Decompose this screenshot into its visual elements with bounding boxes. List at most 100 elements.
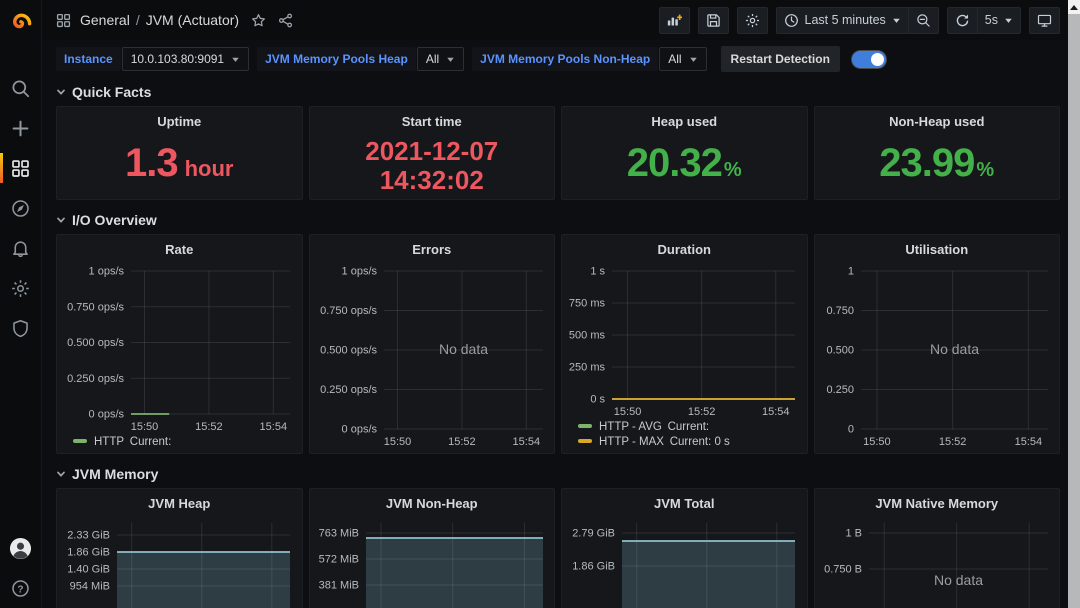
svg-text:15:54: 15:54 — [260, 421, 288, 433]
grafana-logo[interactable] — [0, 0, 42, 46]
svg-text:15:52: 15:52 — [688, 406, 716, 418]
legend-item[interactable]: HTTP Current: — [73, 436, 171, 448]
star-dashboard-button[interactable] — [251, 13, 266, 28]
compass-icon — [11, 199, 30, 218]
chevron-down-icon — [56, 87, 66, 97]
variable-value-nonheap-pools[interactable]: All — [659, 47, 706, 71]
section-io-overview[interactable]: I/O Overview — [56, 206, 1060, 234]
variable-value-instance[interactable]: 10.0.103.80:9091 — [122, 47, 249, 71]
legend-item[interactable]: HTTP - MAX Current: 0 s — [578, 436, 730, 448]
shield-icon — [11, 319, 30, 338]
panel-title[interactable]: Heap used — [562, 107, 807, 133]
share-dashboard-button[interactable] — [278, 13, 293, 28]
panel-jvm-heap: JVM Heap 2.33 GiB1.86 GiB1.40 GiB954 MiB — [56, 488, 303, 608]
io-overview-row: Rate 1 ops/s 0.750 ops/s 0.500 ops/s 0.250 … — [56, 234, 1060, 454]
variable-label-nonheap-pools: JVM Memory Pools Non-Heap — [472, 47, 658, 71]
utilisation-chart: 10.7500.5000.250015:5015:5215:54No data — [815, 261, 1058, 455]
chevron-down-icon — [892, 16, 901, 25]
grafana-logo-icon — [8, 11, 33, 36]
panel-title[interactable]: JVM Non-Heap — [310, 489, 555, 515]
refresh-button[interactable] — [947, 7, 977, 34]
jvm-total-chart: 2.79 GiB1.86 GiB — [562, 515, 805, 608]
breadcrumb-folder[interactable]: General — [80, 12, 130, 28]
section-quick-facts[interactable]: Quick Facts — [56, 78, 1060, 106]
panel-title[interactable]: JVM Native Memory — [815, 489, 1060, 515]
panel-duration: Duration 1 s750 ms500 ms250 ms0 s15:5015… — [561, 234, 808, 454]
svg-text:1: 1 — [847, 266, 853, 278]
jvm-memory-row: JVM Heap 2.33 GiB1.86 GiB1.40 GiB954 MiB… — [56, 488, 1060, 608]
panel-title[interactable]: Errors — [310, 235, 555, 261]
panel-title[interactable]: Duration — [562, 235, 807, 261]
refresh-interval-picker[interactable]: 5s — [977, 7, 1021, 34]
nonheap-used-value: 23.99% — [815, 141, 1060, 186]
svg-text:1 ops/s: 1 ops/s — [341, 266, 377, 278]
sidebar-item-explore[interactable] — [0, 188, 42, 228]
zoom-out-button[interactable] — [908, 7, 939, 34]
zoom-out-icon — [916, 13, 931, 28]
scrollbar-track[interactable] — [1068, 14, 1080, 608]
restart-detection-toggle[interactable] — [852, 51, 886, 68]
panel-title[interactable]: Rate — [57, 235, 302, 261]
clock-icon — [784, 13, 799, 28]
svg-text:0 ops/s: 0 ops/s — [89, 409, 125, 421]
cycle-view-mode-button[interactable] — [1029, 7, 1060, 34]
sidebar-item-configuration[interactable] — [0, 268, 42, 308]
top-navbar: General / JVM (Actuator) Last 5 minutes — [42, 0, 1068, 40]
quick-facts-row: Uptime 1.3hour Start time 2021-12-07 14:… — [56, 106, 1060, 200]
panel-title[interactable]: Non-Heap used — [815, 107, 1060, 133]
duration-chart: 1 s750 ms500 ms250 ms0 s15:5015:5215:54H… — [562, 261, 805, 455]
search-icon — [11, 79, 30, 98]
panel-rate: Rate 1 ops/s0.750 ops/s0.500 ops/s0.250 … — [56, 234, 303, 454]
svg-text:763 MiB: 763 MiB — [318, 528, 358, 540]
panel-title[interactable]: Uptime — [57, 107, 302, 133]
svg-text:1.86 GiB: 1.86 GiB — [67, 547, 110, 559]
jvm-heap-chart: 2.33 GiB1.86 GiB1.40 GiB954 MiB — [57, 515, 300, 608]
scrollbar-up-button[interactable] — [1068, 0, 1080, 14]
settings-gear-icon — [745, 13, 760, 28]
legend-item[interactable]: HTTP - AVG Current: — [578, 421, 709, 433]
panel-title[interactable]: JVM Total — [562, 489, 807, 515]
svg-text:0.500 ops/s: 0.500 ops/s — [67, 337, 124, 349]
svg-text:0.250 ops/s: 0.250 ops/s — [320, 384, 377, 396]
panel-heap-used: Heap used 20.32% — [561, 106, 808, 200]
dashboard-content: Quick Facts Uptime 1.3hour Start time 20… — [42, 78, 1068, 608]
gear-icon — [11, 279, 30, 298]
sidebar-item-dashboards[interactable] — [0, 148, 42, 188]
panel-utilisation: Utilisation 10.7500.5000.250015:5015:521… — [814, 234, 1061, 454]
dashboard-settings-button[interactable] — [737, 7, 768, 34]
chevron-down-icon — [56, 215, 66, 225]
svg-text:0.500 ops/s: 0.500 ops/s — [320, 345, 377, 357]
variable-value-heap-pools[interactable]: All — [417, 47, 464, 71]
breadcrumb-dashboard-title[interactable]: JVM (Actuator) — [146, 12, 239, 28]
chevron-down-icon — [56, 469, 66, 479]
svg-text:0.500: 0.500 — [826, 345, 854, 357]
time-controls: Last 5 minutes — [776, 7, 939, 34]
vertical-scrollbar[interactable] — [1068, 0, 1080, 608]
sidebar-item-admin[interactable] — [0, 308, 42, 348]
svg-text:No data: No data — [438, 341, 487, 357]
add-panel-button[interactable] — [659, 7, 690, 34]
add-panel-icon — [667, 13, 682, 28]
time-range-picker[interactable]: Last 5 minutes — [776, 7, 908, 34]
save-dashboard-button[interactable] — [698, 7, 729, 34]
svg-text:0.750 ops/s: 0.750 ops/s — [67, 301, 124, 313]
monitor-icon — [1037, 13, 1052, 28]
sidebar-item-search[interactable] — [0, 68, 42, 108]
chevron-down-icon — [689, 55, 698, 64]
panel-title[interactable]: Utilisation — [815, 235, 1060, 261]
panel-title[interactable]: Start time — [310, 107, 555, 133]
section-jvm-memory[interactable]: JVM Memory — [56, 460, 1060, 488]
plus-icon — [11, 119, 30, 138]
svg-text:HTTP - AVG Current:: HTTP - AVG Current: — [599, 421, 709, 433]
sidebar-item-create[interactable] — [0, 108, 42, 148]
panel-title[interactable]: JVM Heap — [57, 489, 302, 515]
sidebar-item-help[interactable]: ? — [0, 568, 42, 608]
sidebar-item-alerting[interactable] — [0, 228, 42, 268]
dashboard-grid-icon — [56, 13, 71, 28]
svg-text:15:52: 15:52 — [195, 421, 223, 433]
svg-text:381 MiB: 381 MiB — [318, 580, 358, 592]
panel-start-time: Start time 2021-12-07 14:32:02 — [309, 106, 556, 200]
main-area: General / JVM (Actuator) Last 5 minutes — [42, 0, 1068, 608]
svg-text:1 s: 1 s — [590, 266, 605, 278]
user-avatar[interactable] — [0, 528, 42, 568]
